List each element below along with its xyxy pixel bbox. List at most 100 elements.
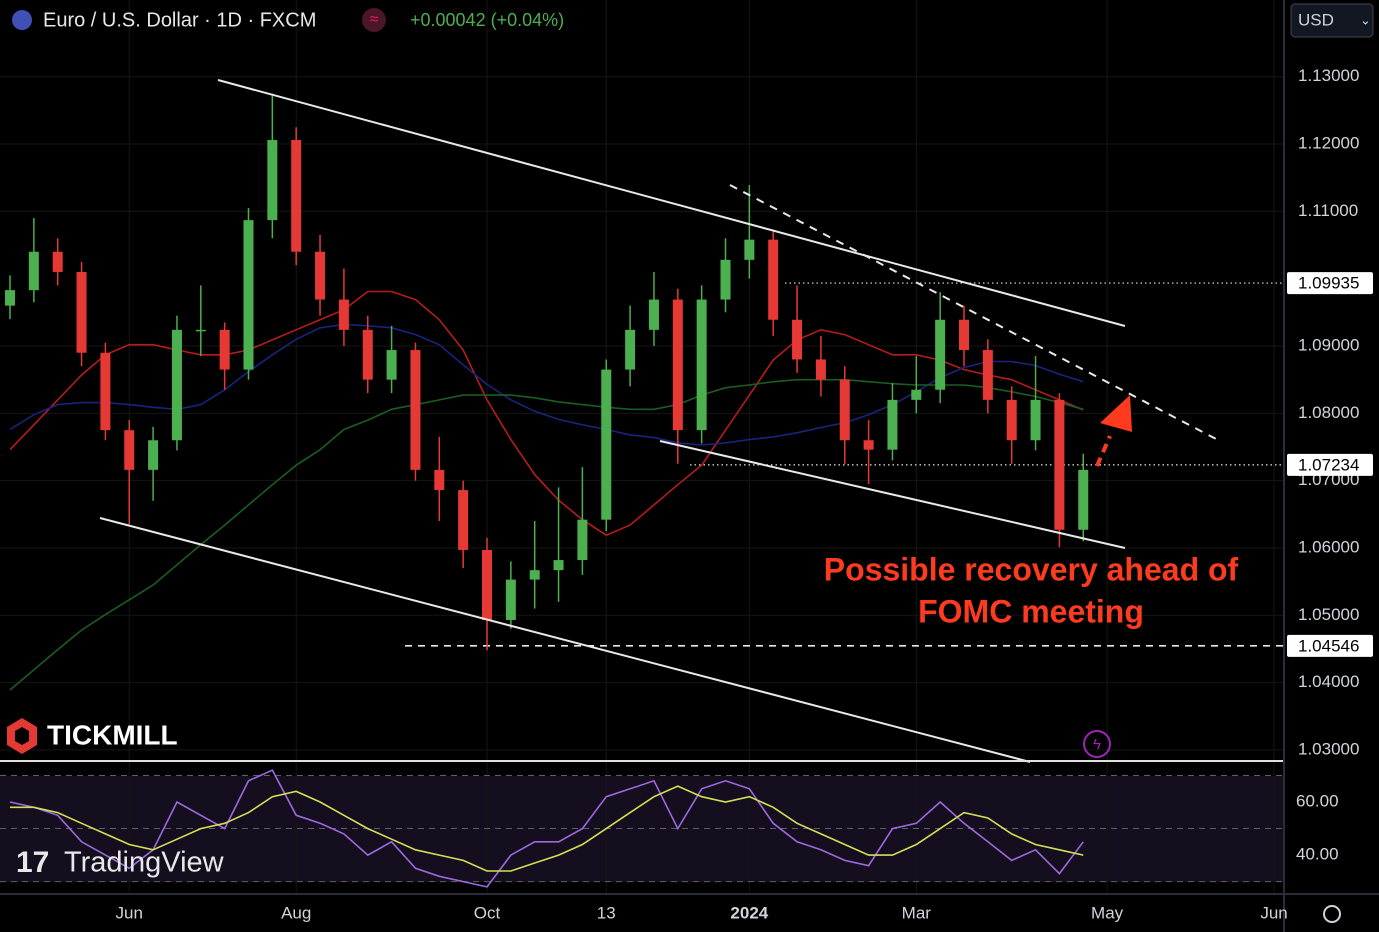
settings-button[interactable]	[1323, 905, 1341, 923]
candle-body	[458, 490, 469, 550]
trend-lines	[99, 79, 1219, 763]
candle-body	[529, 570, 540, 580]
x-tick-label: Jun	[1260, 903, 1287, 922]
x-tick-label: Oct	[474, 903, 501, 922]
candle-body	[195, 329, 206, 332]
candle-body	[815, 359, 826, 380]
trend-line	[99, 517, 1031, 763]
y-tick-label: 1.09000	[1298, 335, 1359, 354]
line-series	[9, 323, 1084, 446]
broker-logo-inner	[15, 727, 29, 745]
candle-body	[1078, 469, 1089, 530]
symbol-icon	[12, 10, 32, 30]
indicator-icon-glyph: ≈	[370, 11, 379, 28]
arrow-head	[1100, 395, 1132, 432]
candle-body	[553, 560, 564, 571]
candle-body	[1030, 399, 1041, 441]
candle-body	[315, 251, 326, 300]
line-series	[9, 769, 1084, 888]
candle-body	[601, 369, 612, 520]
arrow-shaft	[1095, 435, 1112, 467]
candle-body	[291, 140, 302, 252]
candle-body	[124, 430, 135, 470]
line-series	[10, 785, 1084, 872]
candle-body	[1054, 399, 1065, 530]
y-tick-label: 1.08000	[1298, 403, 1359, 422]
candle-body	[577, 519, 588, 561]
arrow	[1095, 395, 1132, 467]
candle-body	[100, 352, 111, 431]
line-series	[9, 290, 1084, 537]
candle-body	[5, 290, 15, 306]
currency-label: USD	[1298, 10, 1334, 29]
level-box	[1287, 453, 1373, 476]
candle-body	[625, 329, 636, 370]
y-tick-label: 1.13000	[1298, 66, 1359, 85]
candle-body	[505, 579, 516, 620]
level-label: 1.04546	[1298, 636, 1359, 655]
candle-body	[243, 220, 254, 370]
x-tick-label: Mar	[902, 903, 932, 922]
candle-body	[744, 239, 755, 260]
dropdown-caret: ⌄	[1360, 12, 1371, 27]
trend-line	[217, 79, 1126, 327]
y-tick-label: 1.12000	[1298, 134, 1359, 153]
y-tick-label: 1.11000	[1298, 201, 1358, 220]
candle-body	[696, 299, 707, 431]
x-tick-label: Aug	[281, 903, 311, 922]
x-tick-label: 2024	[730, 903, 768, 922]
level-label: 1.07234	[1298, 455, 1359, 474]
candle-body	[672, 299, 683, 431]
candle-body	[52, 251, 63, 272]
x-tick-label: 13	[597, 903, 616, 922]
line-series	[9, 378, 1084, 691]
candle-body	[482, 549, 492, 620]
candle-body	[911, 389, 922, 400]
candle-body	[887, 399, 898, 450]
candle-body	[648, 299, 659, 330]
y-tick-label: 40.00	[1296, 845, 1339, 864]
y-tick-label: 1.03000	[1298, 739, 1359, 758]
plot-area	[0, 0, 1283, 894]
candle-body	[768, 239, 779, 320]
trend-line	[659, 440, 1126, 549]
currency-select[interactable]	[1290, 3, 1374, 38]
platform-name: TradingView	[64, 847, 225, 879]
alert-glyph: ϟ	[1093, 736, 1101, 753]
candle-body	[148, 440, 159, 470]
candle-body	[171, 329, 182, 441]
candle-body	[720, 259, 731, 300]
annotation: FOMC meeting	[918, 593, 1144, 629]
annotation: Possible recovery ahead of	[824, 551, 1239, 587]
indicator-icon[interactable]	[362, 8, 386, 32]
candle-body	[28, 251, 39, 291]
level-box	[1287, 272, 1373, 295]
candle-body	[839, 379, 850, 441]
broker-name: TICKMILL	[47, 719, 178, 750]
x-tick-label: May	[1091, 903, 1124, 922]
y-tick-label: 1.05000	[1298, 605, 1359, 624]
candle-body	[982, 350, 993, 400]
alert-button[interactable]	[1083, 730, 1111, 758]
candle-body	[1006, 399, 1017, 441]
candle-body	[76, 271, 87, 353]
y-tick-label: 60.00	[1296, 792, 1339, 811]
price-change: +0.00042 (+0.04%)	[410, 10, 564, 30]
candle-body	[792, 319, 803, 360]
candle-body	[959, 319, 969, 351]
candle-body	[935, 319, 946, 390]
level-box	[1287, 634, 1373, 657]
candle-body	[386, 350, 397, 380]
platform-logo: 17	[16, 846, 49, 879]
candle-body	[267, 140, 278, 221]
candle-body	[434, 469, 445, 491]
symbol-title: Euro / U.S. Dollar · 1D · FXCM	[43, 9, 316, 31]
x-tick-label: Jun	[116, 903, 143, 922]
y-tick-label: 1.04000	[1298, 672, 1359, 691]
trend-line	[729, 184, 1219, 441]
level-label: 1.09935	[1298, 274, 1359, 293]
candle-body	[410, 350, 421, 470]
candle-body	[362, 329, 373, 380]
candle-body	[863, 440, 874, 450]
